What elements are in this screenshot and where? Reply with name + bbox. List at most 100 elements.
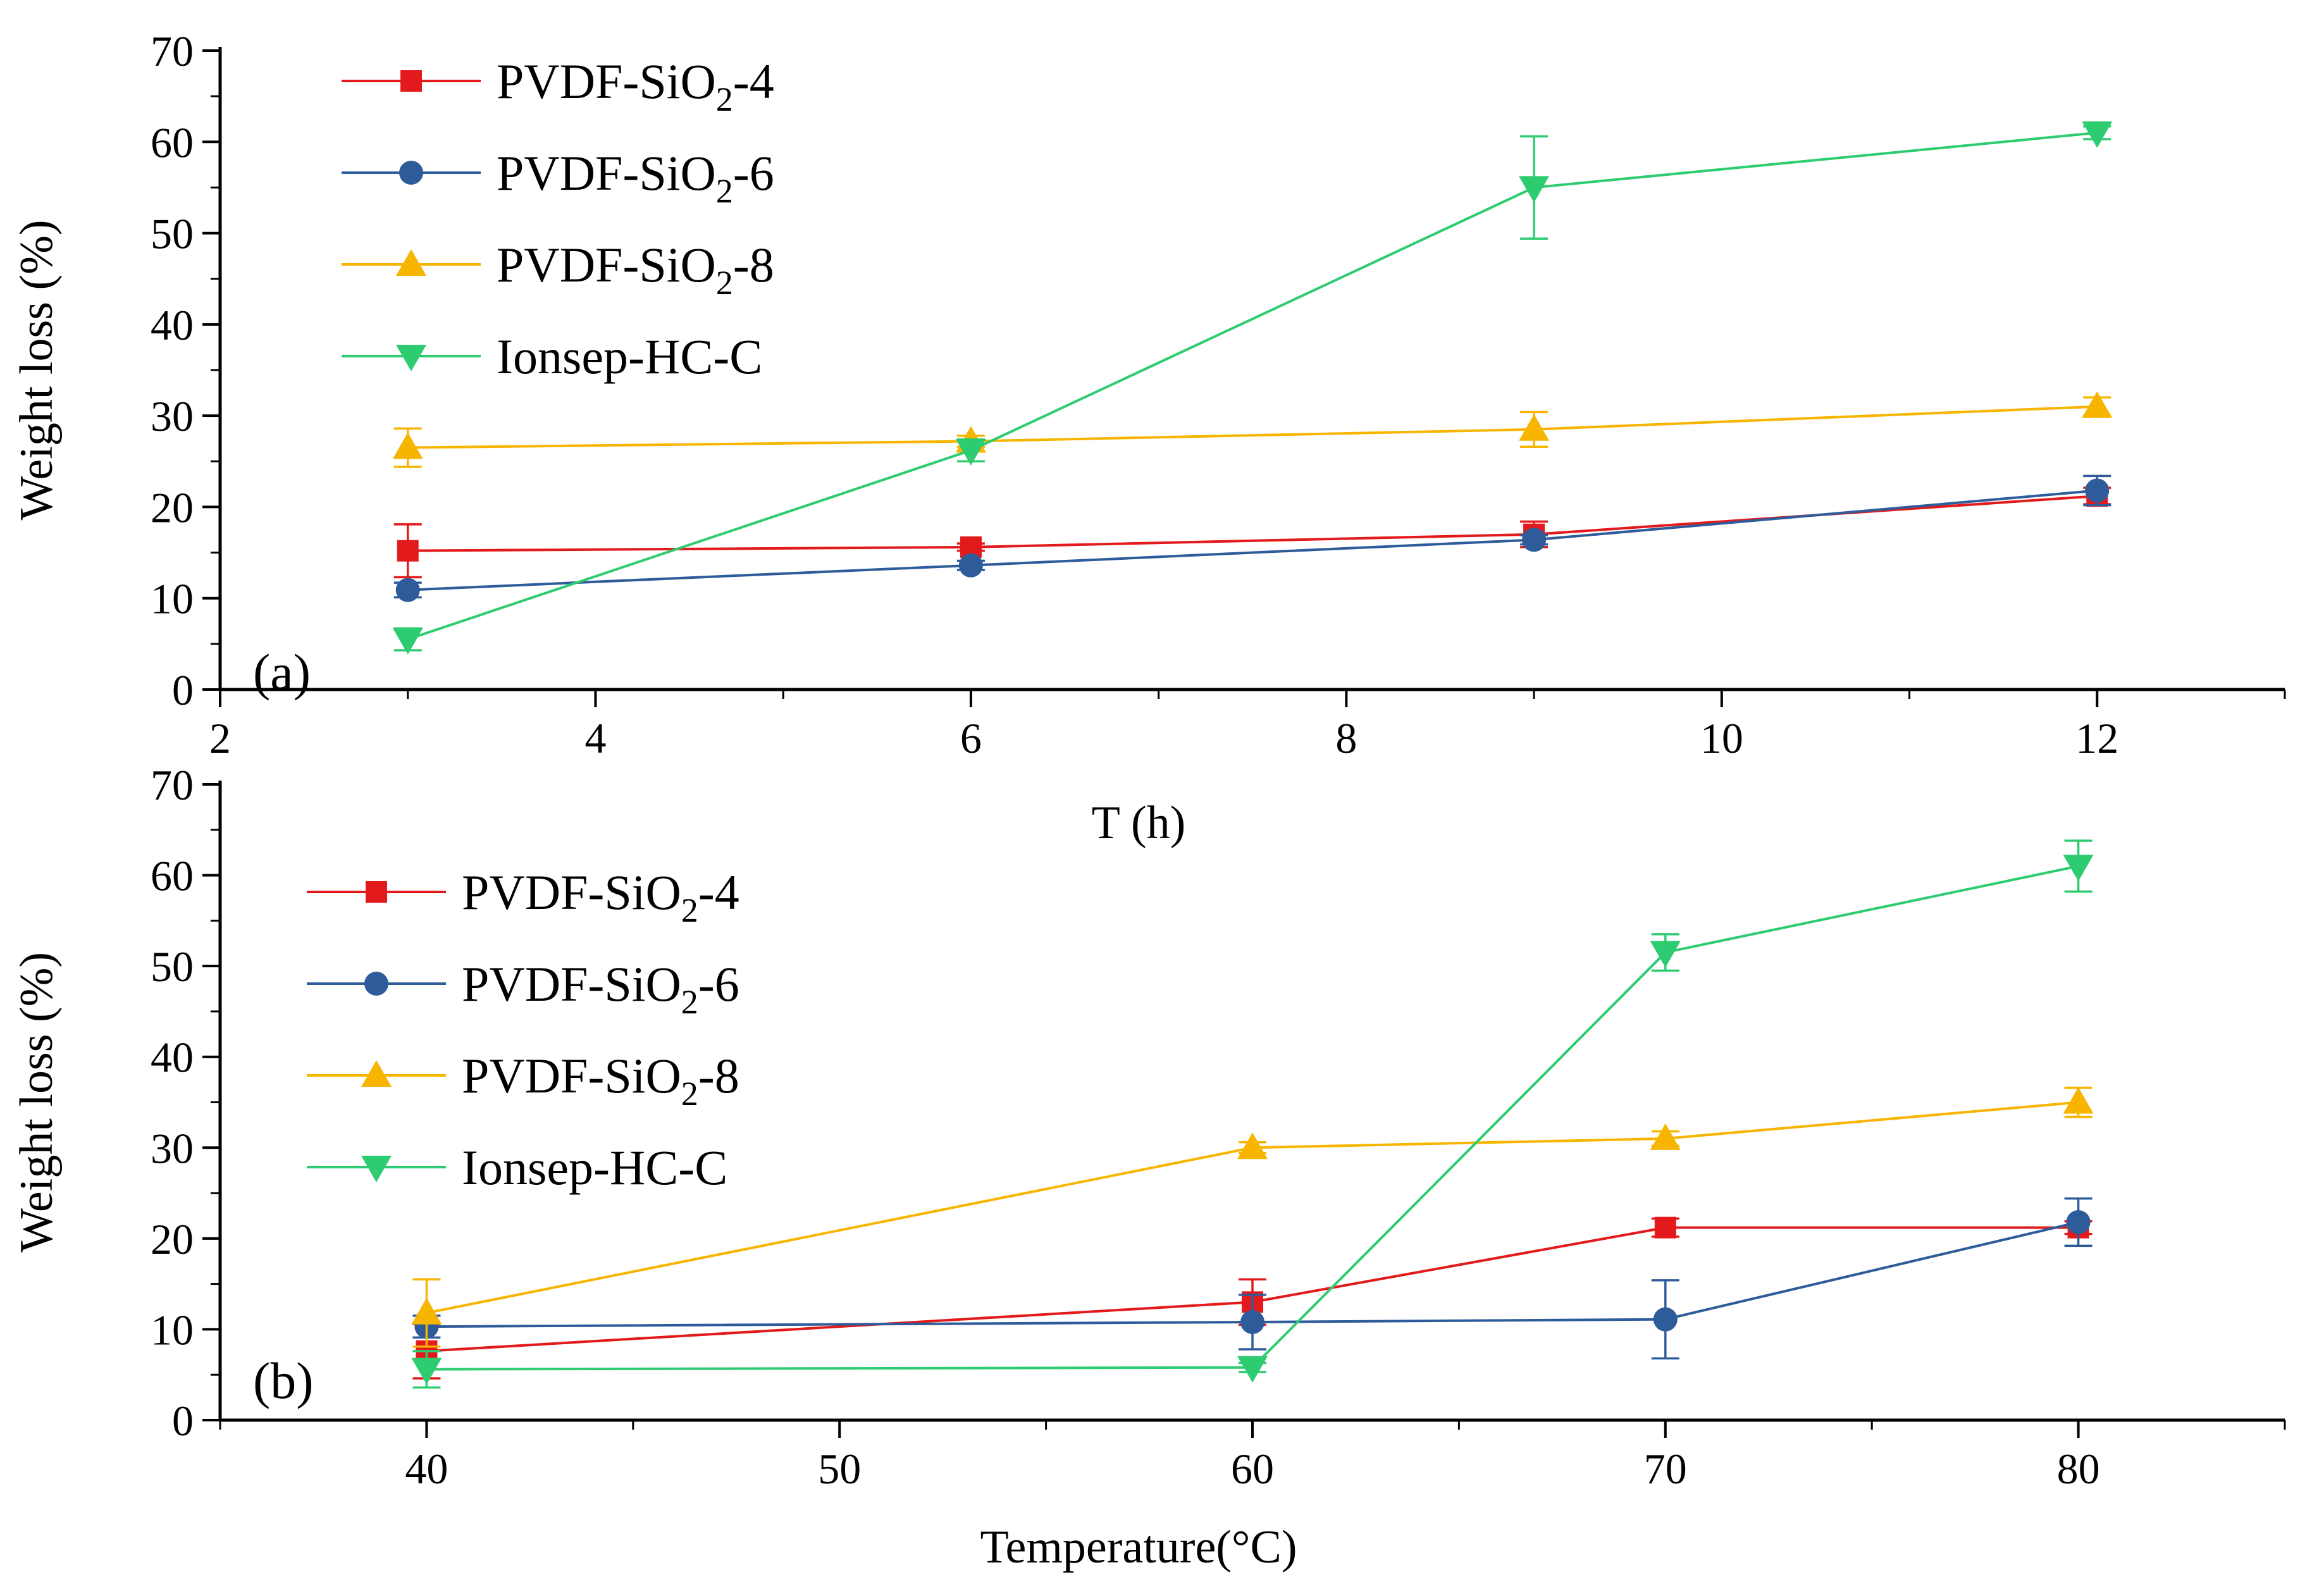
x-tick-label: 4 (584, 714, 606, 762)
series-line (407, 489, 2098, 591)
data-point (1650, 1123, 1681, 1150)
y-tick-label: 0 (172, 1397, 194, 1445)
series-line (426, 1101, 2079, 1315)
legend-name: Ionsep-HC-C (462, 1140, 727, 1195)
panel-label: (a) (253, 643, 311, 701)
x-tick-label: 6 (960, 714, 982, 762)
data-point (397, 540, 419, 562)
data-point (1650, 941, 1681, 968)
y-tick-label: 40 (151, 301, 194, 349)
legend-entry: PVDF-SiO2-6 (497, 145, 774, 210)
legend-suffix: -4 (733, 54, 774, 109)
data-point (1519, 414, 1550, 441)
legend-marker (399, 161, 423, 185)
legend-name: PVDF-SiO (497, 237, 716, 292)
series-3 (392, 121, 2113, 655)
data-point (392, 432, 423, 459)
series-line (407, 131, 2098, 641)
data-point (2063, 1087, 2094, 1114)
series-2 (392, 391, 2113, 468)
legend-name: Ionsep-HC-C (497, 329, 762, 384)
x-axis-label: T (h) (1092, 797, 1186, 849)
legend-name: PVDF-SiO (462, 956, 681, 1011)
x-tick-label: 2 (209, 714, 231, 762)
legend-marker (361, 1156, 392, 1182)
data-point (2063, 855, 2094, 882)
x-tick-label: 12 (2075, 714, 2118, 762)
data-point (411, 1297, 442, 1325)
x-axis-label: Temperature(°C) (980, 1521, 1297, 1573)
y-tick-label: 10 (151, 575, 194, 623)
y-tick-label: 20 (151, 483, 194, 531)
data-point (1653, 1307, 1678, 1332)
y-tick-label: 30 (151, 392, 194, 440)
y-axis-label: Weight loss (%) (11, 952, 63, 1253)
legend-name: PVDF-SiO (497, 54, 716, 109)
legend-marker (366, 881, 387, 903)
legend-subscript: 2 (716, 172, 733, 210)
panel-label: (b) (253, 1352, 314, 1409)
y-tick-label: 30 (151, 1124, 194, 1172)
chart-panel-b: 0 10 20 30 40 50 60 70 40 50 60 70 80 Temperature(°C)… (11, 761, 2286, 1573)
x-tick-label: 60 (1231, 1445, 1274, 1493)
legend-subscript: 2 (681, 983, 698, 1021)
x-tick-label: 70 (1644, 1445, 1687, 1493)
x-tick-label: 10 (1700, 714, 1743, 762)
legend-entry: Ionsep-HC-C (462, 1140, 727, 1195)
x-tick-label: 50 (818, 1445, 861, 1493)
legend-entry: PVDF-SiO2-4 (462, 865, 739, 929)
data-point (1522, 528, 1547, 552)
x-tick-label: 8 (1335, 714, 1357, 762)
y-tick-label: 70 (151, 27, 194, 75)
y-tick-label: 50 (151, 210, 194, 258)
y-axis-label: Weight loss (%) (11, 220, 63, 521)
y-tick-label: 40 (151, 1034, 194, 1082)
legend-name: PVDF-SiO (497, 145, 716, 201)
data-point (2085, 478, 2110, 503)
x-tick-label: 40 (405, 1445, 448, 1493)
legend-subscript: 2 (681, 891, 698, 929)
legend: PVDF-SiO2-4PVDF-SiO2-6PVDF-SiO2-8Ionsep-… (307, 865, 739, 1195)
y-tick-label: 60 (151, 118, 194, 166)
legend-suffix: -8 (733, 237, 774, 292)
series-line (407, 495, 2098, 552)
data-point (411, 1358, 442, 1385)
y-tick-label: 20 (151, 1215, 194, 1263)
legend-marker (400, 70, 422, 92)
series-0 (393, 485, 2111, 579)
legend-marker (361, 1060, 392, 1087)
legend-entry: PVDF-SiO2-6 (462, 956, 739, 1021)
legend-suffix: -4 (698, 865, 739, 920)
series-1 (393, 474, 2111, 602)
data-point (1240, 1309, 1264, 1334)
legend-entry: Ionsep-HC-C (497, 329, 762, 384)
legend-marker (396, 249, 426, 276)
data-point (392, 628, 423, 655)
data-point (395, 578, 420, 602)
data-point (958, 553, 983, 578)
legend-entry: PVDF-SiO2-8 (497, 237, 774, 302)
series-line (426, 1226, 2079, 1352)
series-2 (411, 1086, 2094, 1348)
series-3 (411, 839, 2094, 1389)
legend-name: PVDF-SiO (462, 1048, 681, 1103)
legend-subscript: 2 (716, 264, 733, 302)
series-line (407, 405, 2098, 449)
legend-suffix: -8 (698, 1048, 739, 1103)
series-line (426, 865, 2079, 1371)
y-tick-label: 60 (151, 852, 194, 900)
series-line (426, 1221, 2079, 1328)
legend-subscript: 2 (716, 80, 733, 118)
x-tick-label: 80 (2057, 1445, 2100, 1493)
legend-subscript: 2 (681, 1075, 698, 1113)
data-point (1237, 1356, 1268, 1383)
data-point (1654, 1216, 1676, 1239)
y-tick-label: 50 (151, 943, 194, 991)
y-tick-label: 70 (151, 761, 194, 809)
legend-marker (396, 345, 426, 371)
legend-entry: PVDF-SiO2-8 (462, 1048, 739, 1113)
legend-suffix: -6 (698, 956, 739, 1011)
chart-panel-a: 0 10 20 30 40 50 60 70 2 4 6 8 10 12 T (h) Weight loss … (11, 27, 2286, 849)
data-point (1519, 176, 1550, 203)
